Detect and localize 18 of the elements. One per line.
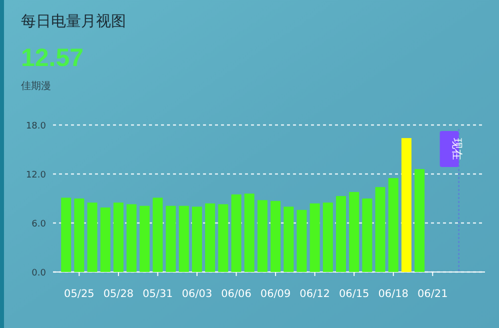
y-tick-label: 12.0	[26, 170, 46, 180]
x-tick-label: 06/15	[338, 288, 370, 300]
chart-subtitle: 佳期漫	[21, 80, 51, 92]
x-tick-label: 06/21	[418, 288, 448, 300]
text: 12.57	[21, 44, 84, 72]
ref-line-label: 现在	[450, 138, 464, 160]
x-tick-label: 05/28	[103, 288, 134, 300]
y-tick-label: 6.0	[32, 220, 46, 230]
x-tick-label: 05/31	[142, 288, 173, 300]
x-tick-label: 06/03	[182, 288, 212, 300]
y-tick-label: 0.0	[32, 268, 46, 278]
x-tick-label: 06/06	[221, 288, 252, 300]
x-tick-label: 06/18	[378, 288, 408, 300]
x-tick-label: 06/09	[260, 288, 291, 300]
x-tick-label: 06/12	[300, 288, 330, 300]
x-tick-label: 05/25	[64, 288, 94, 300]
chart-title: 每日电量月视图	[21, 12, 126, 30]
y-tick-label: 18.0	[26, 122, 46, 132]
